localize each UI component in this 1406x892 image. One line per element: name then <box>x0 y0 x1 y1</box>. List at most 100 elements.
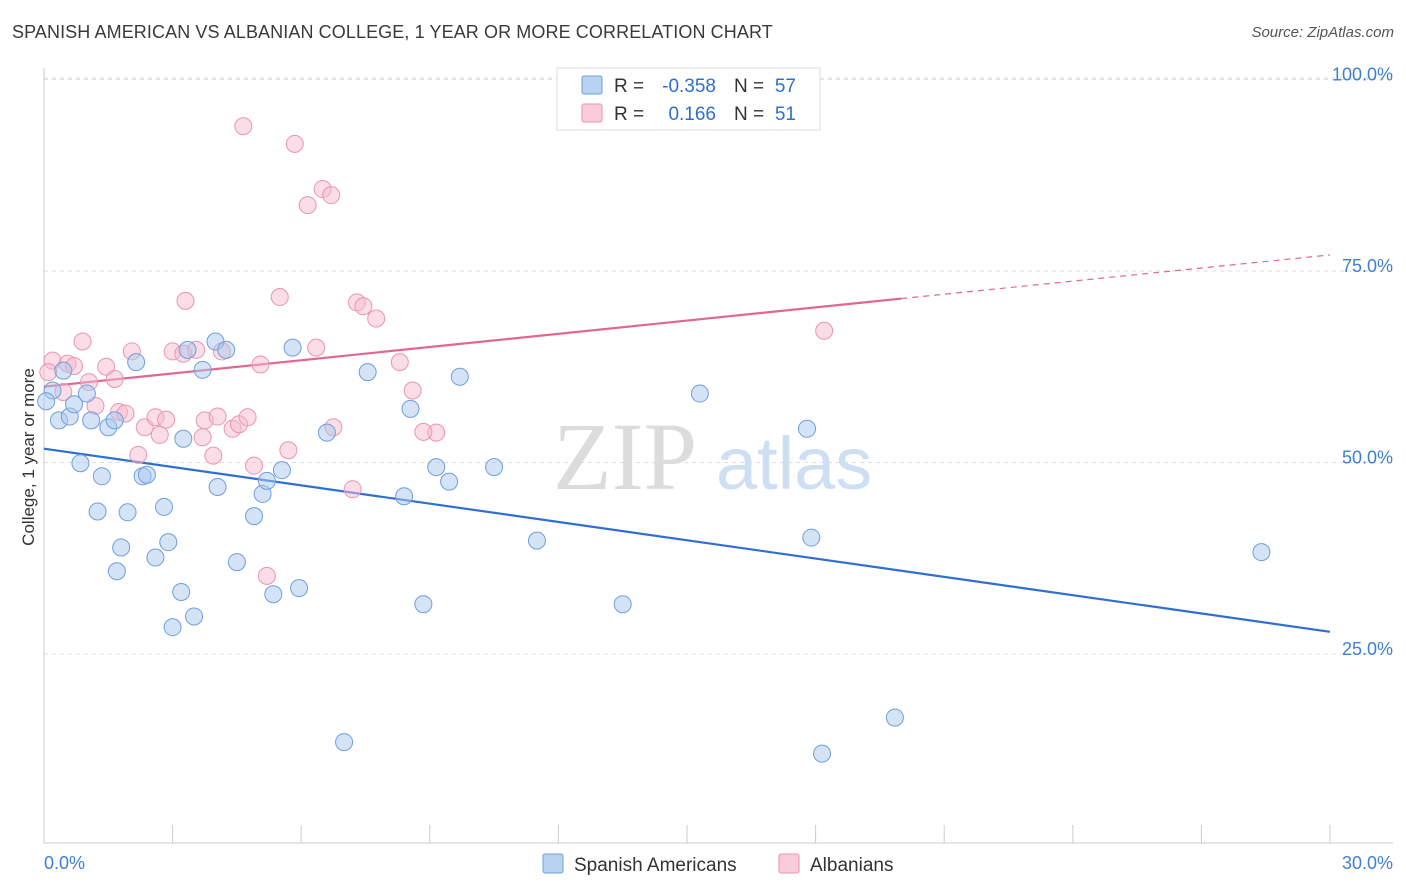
point-albanians <box>97 357 116 376</box>
point-spanish-americans <box>1252 543 1271 562</box>
point-spanish-americans <box>798 419 817 438</box>
legend-swatch-blue <box>581 75 603 95</box>
point-spanish-americans <box>690 384 709 403</box>
point-spanish-americans <box>264 585 283 604</box>
point-albanians <box>257 566 276 585</box>
bottom-legend-swatch-blue <box>542 853 564 874</box>
point-albanians <box>307 338 326 357</box>
axis-layer <box>43 68 1393 844</box>
legend-r-value-pink: 0.166 <box>668 104 716 125</box>
point-spanish-americans <box>174 429 193 448</box>
point-spanish-americans <box>155 497 174 516</box>
point-spanish-americans <box>317 423 336 442</box>
point-spanish-americans <box>802 528 821 547</box>
point-spanish-americans <box>485 458 504 477</box>
point-albanians <box>367 309 386 328</box>
bottom-legend-label-pink: Albanians <box>810 855 893 876</box>
y-axis-title: College, 1 year or more <box>19 368 38 546</box>
labels-layer: 25.0% 50.0% 75.0% 100.0% 0.0% 30.0% <box>44 65 1393 874</box>
point-albanians <box>208 407 227 426</box>
x-tick-label: 0.0% <box>44 853 85 873</box>
point-spanish-americans <box>227 553 246 572</box>
legend-r-label-pink: R = <box>614 104 644 125</box>
point-albanians <box>204 446 223 465</box>
point-spanish-americans <box>71 454 90 473</box>
point-albanians <box>279 441 298 460</box>
point-albanians <box>251 355 270 374</box>
point-spanish-americans <box>88 502 107 521</box>
point-albanians <box>298 196 317 215</box>
chart-source: Source: ZipAtlas.com <box>1251 24 1394 41</box>
point-spanish-americans <box>37 392 56 411</box>
watermark-zip: ZIP <box>553 403 697 510</box>
point-albanians <box>238 408 257 427</box>
point-spanish-americans <box>118 503 137 522</box>
point-albanians <box>245 456 264 475</box>
top-legend: R = -0.358 N = 57 R = 0.166 N = 51 <box>556 67 821 131</box>
legend-n-value-blue: 57 <box>775 76 796 97</box>
point-albanians <box>354 297 373 316</box>
point-albanians <box>322 186 341 205</box>
legend-r-value-blue: -0.358 <box>662 76 716 97</box>
point-spanish-americans <box>358 363 377 382</box>
point-albanians <box>815 321 834 340</box>
point-spanish-americans <box>208 478 227 497</box>
point-albanians <box>105 370 124 389</box>
point-spanish-americans <box>283 338 302 357</box>
point-spanish-americans <box>885 708 904 727</box>
point-albanians <box>193 428 212 447</box>
point-albanians <box>129 445 148 464</box>
point-spanish-americans <box>105 411 124 430</box>
point-spanish-americans <box>82 411 101 430</box>
watermark: ZIP atlas <box>553 403 872 510</box>
point-albanians <box>403 381 422 400</box>
point-albanians <box>150 425 169 444</box>
x-tick-label: 30.0% <box>1342 853 1393 873</box>
point-albanians <box>414 422 433 441</box>
trend-line-albanians <box>43 297 902 388</box>
point-spanish-americans <box>112 538 131 557</box>
point-spanish-americans <box>335 733 354 752</box>
point-spanish-americans <box>450 367 469 386</box>
point-spanish-americans <box>401 399 420 418</box>
point-spanish-americans <box>146 548 165 567</box>
y-tick-label: 100.0% <box>1332 65 1393 85</box>
point-spanish-americans <box>414 595 433 614</box>
point-albanians <box>285 134 304 153</box>
point-spanish-americans <box>137 465 156 484</box>
watermark-atlas: atlas <box>716 422 872 505</box>
point-albanians <box>73 332 92 351</box>
point-albanians <box>390 353 409 372</box>
point-spanish-americans <box>92 467 111 486</box>
point-spanish-americans <box>185 607 204 626</box>
y-tick-label: 50.0% <box>1342 448 1393 468</box>
point-albanians <box>270 288 289 307</box>
point-spanish-americans <box>65 395 84 414</box>
bottom-legend-label-blue: Spanish Americans <box>574 855 737 876</box>
point-spanish-americans <box>272 461 291 480</box>
point-spanish-americans <box>77 384 96 403</box>
point-albanians <box>176 291 195 310</box>
point-spanish-americans <box>257 471 276 490</box>
point-albanians <box>39 363 58 382</box>
legend-r-label-blue: R = <box>614 76 644 97</box>
point-spanish-americans <box>217 340 236 359</box>
y-tick-label: 25.0% <box>1342 639 1393 659</box>
point-spanish-americans <box>527 531 546 550</box>
point-spanish-americans <box>440 472 459 491</box>
legend-swatch-pink <box>581 103 603 123</box>
point-spanish-americans <box>159 533 178 552</box>
legend-n-label-blue: N = <box>734 76 764 97</box>
bottom-legend-swatch-pink <box>778 853 800 874</box>
point-spanish-americans <box>427 458 446 477</box>
point-spanish-americans <box>163 618 182 637</box>
point-spanish-americans <box>178 340 197 359</box>
point-spanish-americans <box>107 562 126 581</box>
legend-n-value-pink: 51 <box>775 104 796 125</box>
legend-n-label-pink: N = <box>734 104 764 125</box>
trend-line-albanians-extension <box>901 254 1331 300</box>
point-spanish-americans <box>127 353 146 372</box>
point-spanish-americans <box>54 361 73 380</box>
point-spanish-americans <box>172 582 191 601</box>
